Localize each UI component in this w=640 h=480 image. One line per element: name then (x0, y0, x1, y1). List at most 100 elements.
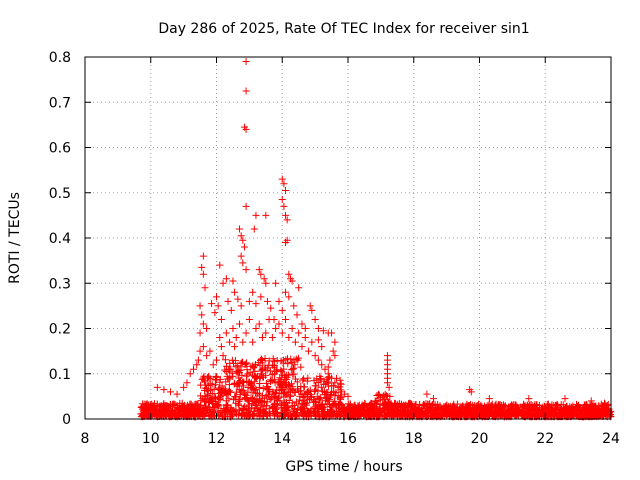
roti-point (207, 396, 215, 404)
roti-point (141, 411, 149, 419)
roti-point (203, 374, 211, 382)
roti-point (315, 395, 323, 403)
roti-point (176, 399, 184, 407)
roti-point (290, 401, 298, 409)
roti-point (251, 367, 259, 375)
roti-point (323, 400, 331, 408)
roti-point (429, 395, 437, 403)
roti-point (224, 297, 232, 305)
roti-point (245, 378, 253, 386)
roti-point (259, 334, 267, 342)
roti-point (201, 284, 209, 292)
roti-point (272, 400, 280, 408)
roti-point (234, 295, 242, 303)
roti-point (199, 343, 207, 351)
roti-point (310, 407, 318, 415)
roti-point (242, 125, 250, 133)
roti-point (226, 410, 234, 418)
roti-point (582, 412, 590, 420)
roti-point (308, 306, 316, 314)
roti-point (258, 370, 266, 378)
roti-point (278, 329, 286, 337)
roti-point (223, 402, 231, 410)
roti-point (296, 405, 304, 413)
roti-point (441, 409, 449, 417)
roti-point (314, 336, 322, 344)
roti-point (194, 356, 202, 364)
roti-point (523, 409, 531, 417)
roti-point (259, 373, 267, 381)
roti-point (299, 397, 307, 405)
roti-point (206, 406, 214, 414)
roti-point (177, 404, 185, 412)
x-tick-label: 18 (405, 431, 423, 447)
roti-point (467, 388, 475, 396)
roti-point (372, 403, 380, 411)
roti-point (293, 378, 301, 386)
roti-point (331, 379, 339, 387)
roti-point (283, 216, 291, 224)
roti-point (210, 385, 218, 393)
roti-point (245, 297, 253, 305)
roti-point (242, 58, 250, 66)
roti-point (459, 409, 467, 417)
roti-point (277, 357, 285, 365)
roti-point (156, 402, 164, 410)
x-tick-label: 22 (536, 431, 554, 447)
roti-point (217, 407, 225, 415)
roti-point (311, 382, 319, 390)
roti-point (485, 395, 493, 403)
roti-point (189, 365, 197, 373)
roti-point (278, 306, 286, 314)
roti-point (226, 338, 234, 346)
roti-point (269, 388, 277, 396)
roti-point (228, 356, 236, 364)
roti-point (275, 394, 283, 402)
roti-point (499, 402, 507, 410)
roti-point (449, 411, 457, 419)
roti-point (291, 388, 299, 396)
roti-point (230, 359, 238, 367)
roti-point (204, 381, 212, 389)
roti-point (329, 347, 337, 355)
roti-point (323, 375, 331, 383)
roti-point (166, 388, 174, 396)
roti-point (381, 406, 389, 414)
roti-point (242, 329, 250, 337)
roti-point (229, 325, 237, 332)
x-tick-label: 16 (339, 431, 357, 447)
roti-point (455, 407, 463, 415)
roti-point (227, 306, 235, 314)
roti-point (272, 325, 280, 332)
roti-point (242, 266, 250, 274)
roti-point (288, 359, 296, 367)
roti-point (303, 377, 311, 385)
roti-point (583, 404, 591, 412)
roti-point (237, 252, 245, 260)
roti-point (256, 374, 264, 382)
x-tick-label: 20 (471, 431, 489, 447)
roti-point (203, 325, 211, 332)
roti-point (267, 378, 275, 386)
roti-point (413, 406, 421, 414)
roti-point (471, 411, 479, 419)
roti-point (255, 406, 263, 414)
x-axis-label: GPS time / hours (285, 459, 402, 475)
roti-point (310, 387, 318, 395)
roti-point (197, 401, 205, 409)
roti-point (285, 270, 293, 278)
roti-point (225, 381, 233, 389)
roti-point (222, 329, 230, 337)
roti-point (315, 401, 323, 409)
roti-point (199, 320, 207, 328)
roti-point (396, 399, 404, 407)
grid-lines (85, 57, 611, 419)
roti-point (236, 369, 244, 377)
roti-point (284, 360, 292, 368)
roti-point (380, 401, 388, 409)
roti-point (435, 411, 443, 419)
roti-point (526, 402, 534, 410)
roti-point (198, 263, 206, 271)
roti-point (231, 393, 239, 401)
roti-point (261, 364, 269, 372)
